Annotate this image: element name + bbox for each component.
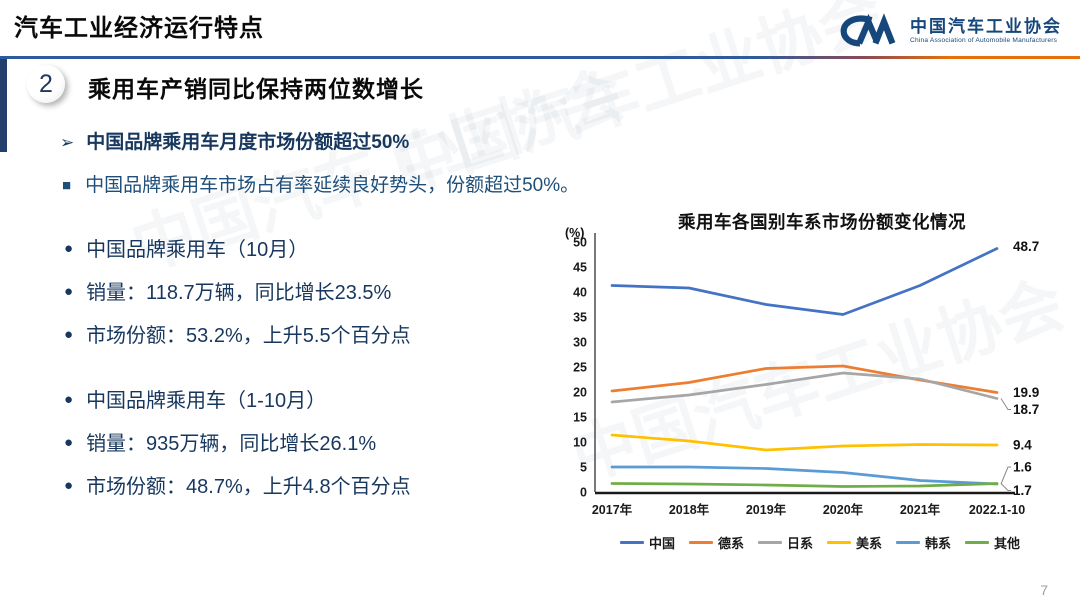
circle-bullet-icon: ● bbox=[64, 434, 74, 451]
series-line-韩系 bbox=[610, 465, 999, 486]
label-leader-line bbox=[1000, 483, 1011, 491]
header-divider bbox=[0, 56, 1080, 59]
legend-label: 美系 bbox=[856, 536, 883, 551]
legend-label: 中国 bbox=[648, 536, 675, 551]
series-end-label-美系: 9.4 bbox=[1013, 438, 1032, 453]
legend-item-德系: 德系 bbox=[688, 533, 744, 552]
y-tick-label: 35 bbox=[573, 311, 587, 325]
caam-org-name-en: China Association of Automobile Manufact… bbox=[910, 36, 1058, 44]
y-tick-label: 25 bbox=[573, 361, 587, 375]
circle-bullet-icon: ● bbox=[64, 391, 74, 408]
chart-legend: 中国 德系 日系 美系 韩系 其他 bbox=[600, 533, 1040, 552]
key-point-square: ■ 中国品牌乘用车市场占有率延续良好势头，份额超过50%。 bbox=[62, 170, 579, 197]
page-title: 汽车工业经济运行特点 bbox=[14, 15, 264, 42]
legend-item-中国: 中国 bbox=[619, 533, 675, 552]
caam-logo-text: 中国汽车工业协会 China Association of Automobile… bbox=[910, 17, 1062, 44]
stats-list: ● 中国品牌乘用车（10月） ● 销量：118.7万辆，同比增长23.5% ● … bbox=[64, 238, 534, 518]
left-accent-bar bbox=[0, 59, 7, 152]
circle-bullet-icon: ● bbox=[64, 240, 74, 257]
chart-title: 乘用车各国别车系市场份额变化情况 bbox=[678, 212, 966, 232]
page-number: 7 bbox=[1040, 582, 1048, 598]
y-tick-label: 5 bbox=[580, 461, 587, 475]
y-tick-label: 40 bbox=[573, 286, 587, 300]
legend-item-韩系: 韩系 bbox=[896, 533, 951, 552]
list-item: ● 中国品牌乘用车（1-10月） bbox=[64, 389, 534, 413]
stat-text: 中国品牌乘用车（1-10月） bbox=[86, 390, 327, 412]
arrow-bullet-icon: ➢ bbox=[60, 133, 75, 152]
market-share-chart-svg: 0 5 10 15 20 25 30 35 40 45 50 2017年 2018年 2019年 2020年… bbox=[573, 233, 1039, 517]
caam-logo: 中国汽车工业协会 China Association of Automobile… bbox=[839, 10, 1062, 52]
key-point-arrow: ➢ 中国品牌乘用车月度市场份额超过50% bbox=[60, 127, 409, 154]
key-point-square-text: 中国品牌乘用车市场占有率延续良好势头，份额超过50%。 bbox=[85, 175, 580, 196]
series-line-中国 bbox=[610, 247, 999, 316]
caam-org-name-cn: 中国汽车工业协会 bbox=[910, 17, 1062, 37]
label-leader-line bbox=[1000, 398, 1011, 410]
legend-swatch-icon bbox=[896, 541, 921, 544]
y-tick-label: 50 bbox=[573, 236, 587, 250]
legend-swatch-icon bbox=[619, 541, 644, 544]
stat-text: 销量：935万辆，同比增长26.1% bbox=[86, 433, 377, 455]
stat-text: 市场份额：53.2%，上升5.5个百分点 bbox=[86, 325, 411, 347]
section-number-badge: 2 bbox=[27, 65, 65, 103]
x-tick-label: 2021年 bbox=[900, 502, 941, 517]
series-end-label-德系: 19.9 bbox=[1013, 385, 1039, 400]
series-line-美系 bbox=[610, 433, 999, 452]
list-item: ● 市场份额：53.2%，上升5.5个百分点 bbox=[64, 324, 534, 348]
stat-text: 中国品牌乘用车（10月） bbox=[86, 239, 309, 261]
series-end-label-韩系: 1.6 bbox=[1013, 460, 1032, 475]
chart-y-axis-unit: (%) bbox=[565, 226, 585, 240]
list-item: ● 销量：935万辆，同比增长26.1% bbox=[64, 432, 534, 456]
series-line-其他 bbox=[610, 482, 999, 488]
list-item: ● 销量：118.7万辆，同比增长23.5% bbox=[64, 281, 534, 305]
x-tick-label: 2018年 bbox=[669, 502, 710, 517]
section-heading: 乘用车产销同比保持两位数增长 bbox=[88, 76, 424, 102]
legend-label: 日系 bbox=[786, 536, 813, 551]
x-tick-label: 2022.1-10 bbox=[969, 503, 1025, 517]
legend-label: 德系 bbox=[717, 536, 744, 551]
x-tick-label: 2017年 bbox=[592, 502, 633, 517]
series-line-日系 bbox=[610, 371, 999, 404]
key-point-arrow-text: 中国品牌乘用车月度市场份额超过50% bbox=[86, 132, 410, 153]
circle-bullet-icon: ● bbox=[64, 326, 74, 343]
stat-text: 市场份额：48.7%，上升4.8个百分点 bbox=[86, 476, 411, 498]
x-tick-label: 2019年 bbox=[746, 502, 787, 517]
y-tick-label: 10 bbox=[573, 436, 587, 450]
legend-swatch-icon bbox=[688, 541, 713, 544]
legend-item-其他: 其他 bbox=[965, 533, 1020, 552]
legend-swatch-icon bbox=[827, 541, 851, 544]
y-tick-label: 20 bbox=[573, 386, 587, 400]
series-end-label-日系: 18.7 bbox=[1013, 402, 1039, 417]
y-tick-label: 30 bbox=[573, 336, 587, 350]
x-tick-label: 2020年 bbox=[823, 502, 864, 517]
legend-swatch-icon bbox=[757, 541, 782, 544]
list-item: ● 中国品牌乘用车（10月） bbox=[64, 238, 534, 262]
market-share-chart: 乘用车各国别车系市场份额变化情况 (%) 0 5 10 15 20 25 30 35 40 45 5… bbox=[545, 205, 1080, 575]
circle-bullet-icon: ● bbox=[64, 283, 74, 300]
legend-item-美系: 美系 bbox=[827, 533, 882, 552]
label-leader-line bbox=[1000, 466, 1011, 485]
series-end-label-其他: 1.7 bbox=[1013, 483, 1032, 498]
caam-cm-logo-icon bbox=[840, 13, 896, 47]
legend-swatch-icon bbox=[965, 541, 990, 544]
list-item: ● 市场份额：48.7%，上升4.8个百分点 bbox=[64, 475, 534, 499]
square-bullet-icon: ■ bbox=[62, 177, 72, 194]
circle-bullet-icon: ● bbox=[64, 477, 74, 494]
y-tick-label: 45 bbox=[573, 261, 587, 275]
series-end-label-中国: 48.7 bbox=[1013, 239, 1039, 254]
y-tick-label: 0 bbox=[580, 486, 587, 500]
y-tick-label: 15 bbox=[573, 411, 587, 425]
legend-label: 其他 bbox=[994, 536, 1021, 551]
stat-text: 销量：118.7万辆，同比增长23.5% bbox=[86, 282, 392, 304]
legend-item-日系: 日系 bbox=[757, 533, 813, 552]
legend-label: 韩系 bbox=[925, 536, 952, 551]
stats-group-gap bbox=[64, 367, 534, 389]
